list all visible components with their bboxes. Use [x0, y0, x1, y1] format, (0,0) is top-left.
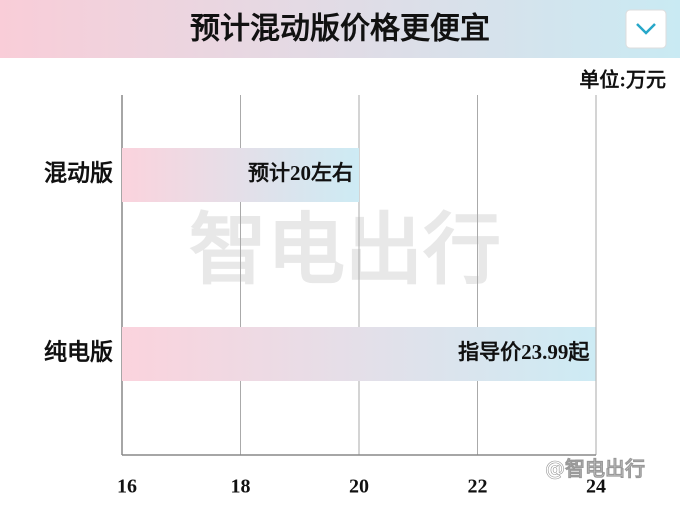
x-tick-label: 24 — [586, 476, 606, 498]
chart-title: 预计混动版价格更便宜 — [190, 12, 490, 47]
bar — [122, 148, 359, 202]
value-label: 指导价23.99起 — [458, 340, 590, 364]
credit: @智电出行 — [545, 457, 645, 481]
value-label: 预计20左右 — [248, 161, 353, 185]
x-tick-label: 22 — [468, 476, 488, 498]
unit-label: 单位:万元 — [579, 68, 666, 92]
title-banner — [0, 0, 680, 58]
category-label: 混动版 — [44, 159, 113, 185]
bar — [122, 327, 596, 381]
dropdown-button[interactable] — [625, 9, 667, 49]
watermark: 智电出行 — [189, 205, 501, 295]
x-tick-label: 20 — [349, 476, 369, 498]
x-tick-label: 18 — [231, 476, 251, 498]
category-label: 纯电版 — [44, 338, 113, 364]
x-tick-label: 16 — [117, 476, 137, 498]
